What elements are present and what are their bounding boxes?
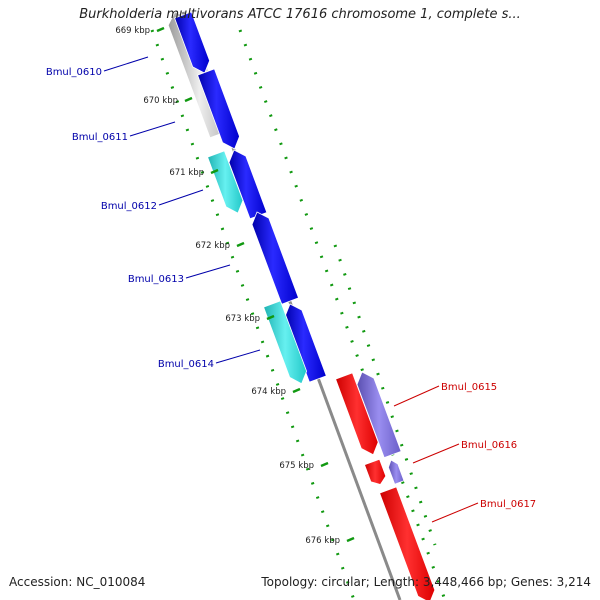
gene-label-bmul_0615[interactable]: Bmul_0615 — [441, 382, 497, 393]
ruler-tick — [236, 241, 245, 248]
ruler-tick — [292, 387, 301, 394]
ruler-tick — [210, 168, 219, 175]
gene-labels: Bmul_0610 Bmul_0611 Bmul_0612 Bmul_0613 Bmul… — [46, 56, 536, 523]
ruler-tick-label: 673 kbp — [225, 314, 260, 324]
gene-feature-cyan — [263, 300, 308, 385]
ruler-tick — [184, 96, 193, 103]
gene-feature-cyan — [207, 150, 244, 214]
ruler-tick-label: 676 kbp — [305, 536, 340, 546]
ruler-tick-label: 670 kbp — [143, 96, 178, 106]
gene-feature-blue — [174, 11, 211, 74]
gene-feature-violet — [356, 371, 402, 459]
gene-label-bmul_0610[interactable]: Bmul_0610 — [46, 67, 102, 78]
ruler-tick — [156, 26, 165, 33]
coordinate-ruler: 669 kbp 670 kbp 671 kbp 672 kbp 673 kbp 674 k… — [115, 26, 355, 546]
gene-feature-red — [363, 458, 387, 485]
ruler-tick — [266, 314, 275, 321]
gene-feature-blue — [197, 68, 240, 150]
ruler-tick-label: 669 kbp — [115, 26, 150, 36]
gene-features — [167, 11, 436, 600]
gene-feature-red — [379, 486, 436, 600]
gene-feature-blue — [251, 211, 300, 305]
gene-label-bmul_0611[interactable]: Bmul_0611 — [72, 132, 128, 143]
gene-label-bmul_0613[interactable]: Bmul_0613 — [128, 274, 184, 285]
gene-leader-line — [185, 264, 231, 279]
ruler-tick-label: 671 kbp — [169, 168, 204, 178]
topology-text: Topology: circular; Length: 3,448,466 bp… — [261, 575, 591, 589]
gene-leader-line — [431, 502, 479, 523]
gene-leader-line — [215, 349, 261, 364]
gene-leader-line — [103, 56, 149, 72]
gene-leader-line — [412, 443, 460, 464]
gene-leader-line — [158, 189, 204, 206]
ruler-tick-label: 675 kbp — [279, 461, 314, 471]
gene-label-bmul_0612[interactable]: Bmul_0612 — [101, 201, 157, 212]
gene-feature-red — [335, 372, 379, 456]
gene-label-bmul_0616[interactable]: Bmul_0616 — [461, 440, 517, 451]
gene-label-bmul_0617[interactable]: Bmul_0617 — [480, 499, 536, 510]
map-title: Burkholderia multivorans ATCC 17616 chro… — [79, 7, 521, 22]
ruler-tick — [320, 461, 329, 468]
accession-text: Accession: NC_010084 — [9, 575, 146, 589]
gene-label-bmul_0614[interactable]: Bmul_0614 — [158, 359, 214, 370]
ruler-tick-label: 674 kbp — [251, 387, 286, 397]
gene-feature-violet — [387, 459, 405, 485]
gene-leader-line — [129, 121, 176, 137]
gene-leader-line — [393, 385, 440, 407]
ruler-tick-label: 672 kbp — [195, 241, 230, 251]
ruler-tick — [346, 536, 355, 543]
